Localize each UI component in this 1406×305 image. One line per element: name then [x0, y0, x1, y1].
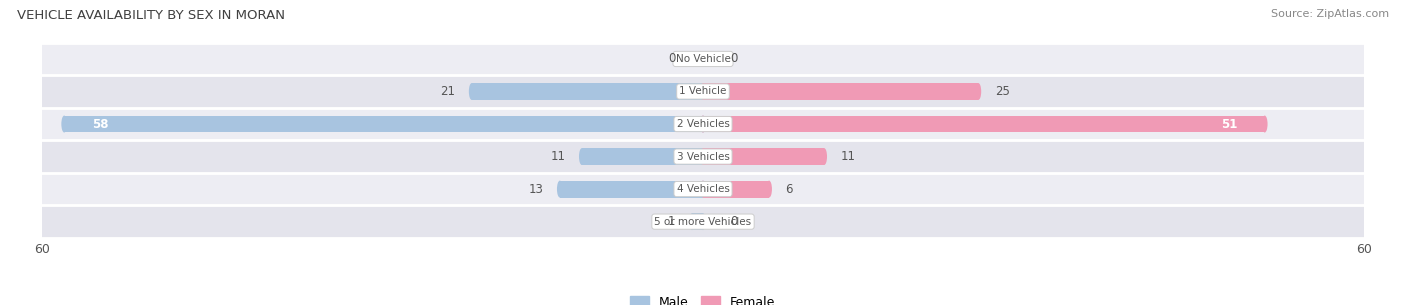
Bar [42, 173, 1364, 205]
Bar [582, 148, 703, 165]
Circle shape [700, 116, 706, 132]
Text: Source: ZipAtlas.com: Source: ZipAtlas.com [1271, 9, 1389, 19]
Bar [703, 83, 979, 100]
Circle shape [700, 148, 706, 165]
Bar [692, 213, 703, 230]
Circle shape [468, 83, 475, 100]
Circle shape [557, 181, 562, 198]
Circle shape [700, 181, 706, 198]
Text: 21: 21 [440, 85, 456, 98]
Text: 0: 0 [731, 215, 738, 228]
Text: 25: 25 [995, 85, 1010, 98]
Bar [42, 75, 1364, 108]
Text: 0: 0 [668, 52, 675, 66]
Circle shape [62, 116, 67, 132]
Text: 58: 58 [91, 117, 108, 131]
Bar [471, 83, 703, 100]
Bar [703, 148, 824, 165]
Circle shape [700, 116, 706, 132]
Text: 2 Vehicles: 2 Vehicles [676, 119, 730, 129]
Circle shape [700, 181, 706, 198]
Circle shape [700, 83, 706, 100]
Circle shape [700, 213, 706, 230]
Text: 11: 11 [841, 150, 856, 163]
Circle shape [700, 148, 706, 165]
Circle shape [766, 181, 772, 198]
Text: 13: 13 [529, 183, 543, 196]
Text: 6: 6 [786, 183, 793, 196]
Text: 3 Vehicles: 3 Vehicles [676, 152, 730, 162]
Text: 4 Vehicles: 4 Vehicles [676, 184, 730, 194]
Text: 5 or more Vehicles: 5 or more Vehicles [654, 217, 752, 227]
Text: 11: 11 [550, 150, 565, 163]
Bar [42, 205, 1364, 238]
Circle shape [976, 83, 981, 100]
Bar [703, 116, 1264, 132]
Circle shape [1261, 116, 1268, 132]
Circle shape [689, 213, 695, 230]
Text: VEHICLE AVAILABILITY BY SEX IN MORAN: VEHICLE AVAILABILITY BY SEX IN MORAN [17, 9, 285, 22]
Text: 51: 51 [1220, 117, 1237, 131]
Bar [703, 181, 769, 198]
Bar [42, 43, 1364, 75]
Text: 1: 1 [668, 215, 675, 228]
Text: No Vehicle: No Vehicle [675, 54, 731, 64]
Circle shape [821, 148, 827, 165]
Bar [65, 116, 703, 132]
Legend: Male, Female: Male, Female [626, 291, 780, 305]
Bar [42, 108, 1364, 140]
Bar [560, 181, 703, 198]
Bar [42, 140, 1364, 173]
Circle shape [579, 148, 585, 165]
Text: 0: 0 [731, 52, 738, 66]
Circle shape [700, 83, 706, 100]
Text: 1 Vehicle: 1 Vehicle [679, 87, 727, 96]
